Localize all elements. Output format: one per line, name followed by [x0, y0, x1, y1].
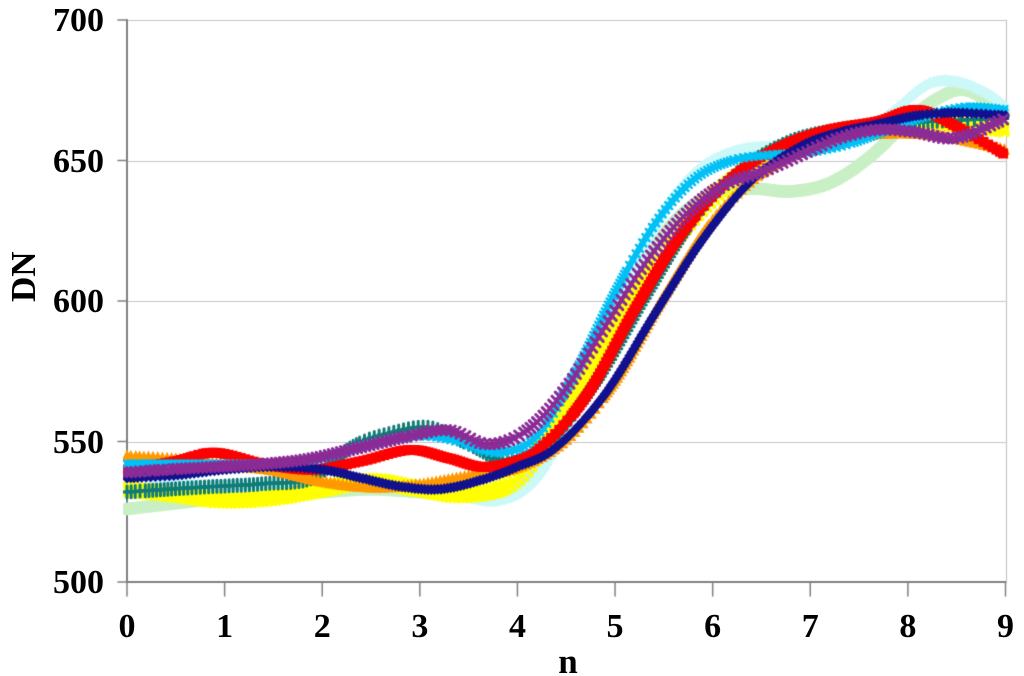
x-tick-label: 0: [118, 608, 136, 645]
y-axis-title: DN: [4, 251, 43, 302]
x-tick-label: 1: [216, 608, 234, 645]
x-tick-label: 4: [508, 608, 526, 645]
x-axis-title: n: [558, 642, 578, 676]
y-tick-label: 700: [53, 2, 104, 39]
y-tick-label: 500: [53, 564, 104, 601]
y-tick-label: 600: [53, 283, 104, 320]
x-tick-label: 3: [411, 608, 429, 645]
x-tick-label: 2: [313, 608, 331, 645]
x-tick-label: 7: [801, 608, 819, 645]
x-tick-label: 8: [899, 608, 917, 645]
y-tick-label: 650: [53, 142, 104, 180]
x-tick-label: 5: [606, 608, 624, 645]
x-tick-label: 6: [704, 608, 722, 645]
x-tick-label: 9: [997, 608, 1014, 645]
y-tick-label: 550: [53, 423, 104, 461]
